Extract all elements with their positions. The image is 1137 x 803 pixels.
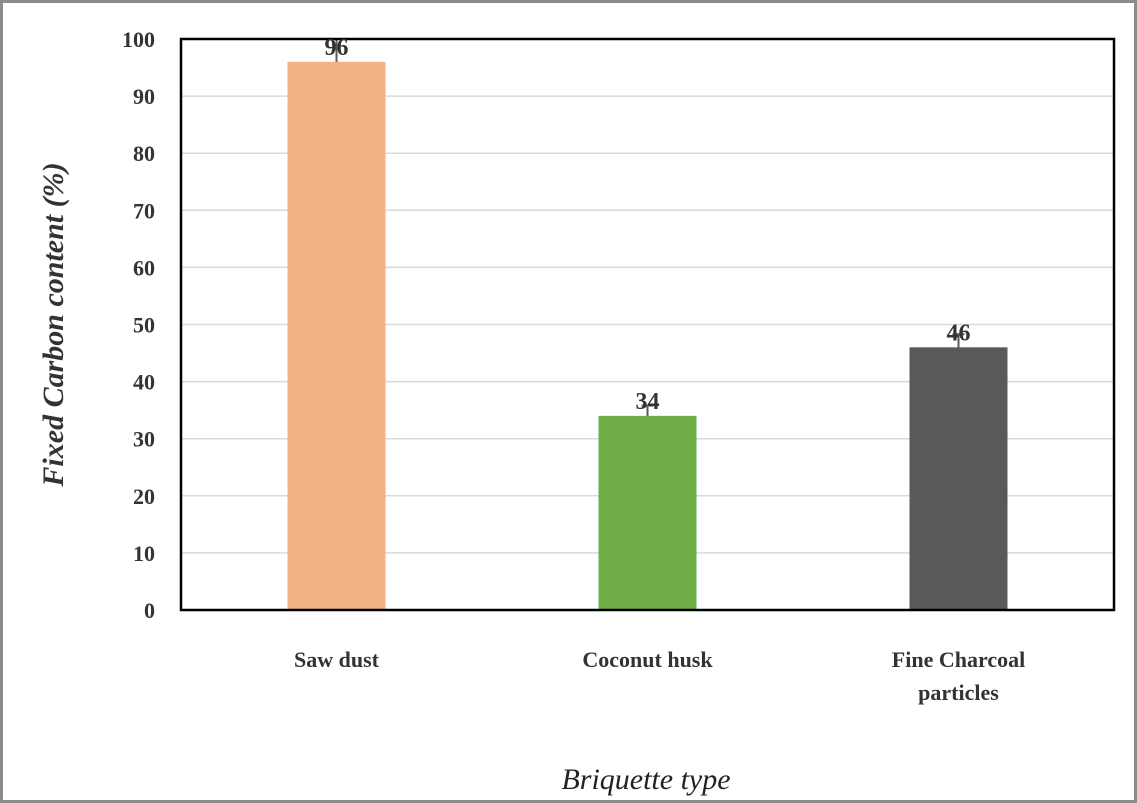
- y-tick-label: 60: [133, 255, 155, 280]
- x-category-label: Coconut husk: [582, 647, 713, 672]
- x-category-label: Fine Charcoal: [892, 647, 1025, 672]
- x-axis-categories: Saw dust Coconut husk Fine Charcoal particl…: [294, 647, 1025, 705]
- bar: [909, 347, 1008, 610]
- y-axis-ticks: 0 10 20 30 40 50 60 70 80 90 100: [122, 27, 155, 623]
- y-tick-label: 30: [133, 427, 155, 452]
- y-axis-title: Fixed Carbon content (%): [37, 162, 70, 487]
- y-tick-label: 70: [133, 198, 155, 223]
- y-tick-label: 40: [133, 370, 155, 395]
- y-tick-label: 50: [133, 313, 155, 338]
- x-category-label: particles: [918, 680, 999, 705]
- y-tick-label: 100: [122, 27, 155, 52]
- data-label: 96: [325, 35, 349, 61]
- y-tick-label: 0: [144, 598, 155, 623]
- data-label: 34: [636, 389, 660, 415]
- y-tick-label: 20: [133, 484, 155, 509]
- plot-area-border: [179, 37, 1116, 612]
- data-labels: 96 34 46: [325, 35, 971, 415]
- bar: [287, 61, 386, 610]
- bars: [287, 61, 1008, 610]
- x-axis-title: Briquette type: [561, 763, 730, 796]
- x-category-label: Saw dust: [294, 647, 380, 672]
- y-tick-label: 80: [133, 141, 155, 166]
- data-label: 46: [947, 320, 971, 346]
- y-tick-label: 90: [133, 84, 155, 109]
- y-tick-label: 10: [133, 541, 155, 566]
- bar: [598, 415, 697, 610]
